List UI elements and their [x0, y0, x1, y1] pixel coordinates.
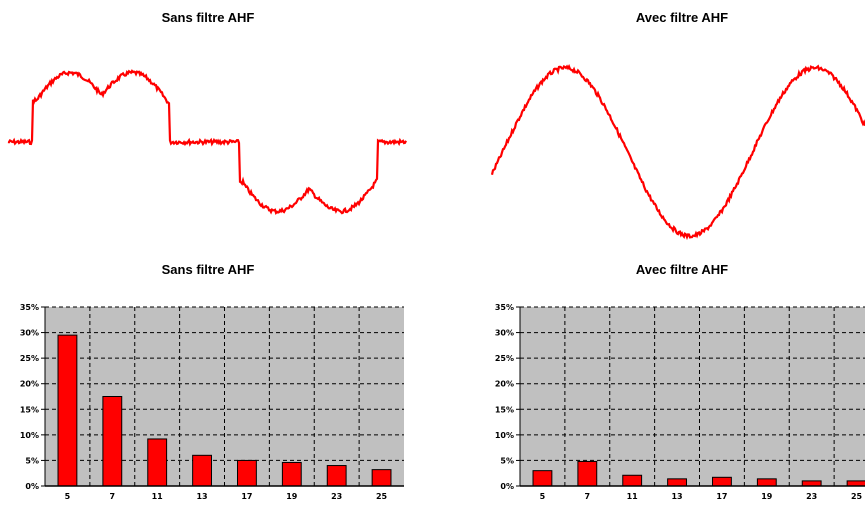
bar-17	[237, 459, 257, 487]
waveform-chart-right	[490, 64, 865, 241]
y-tick-label: 15%	[20, 405, 39, 414]
y-tick-label: 5%	[500, 456, 514, 465]
x-tick-label: 23	[331, 492, 342, 501]
x-tick-label: 17	[716, 492, 727, 501]
x-tick-label: 25	[851, 492, 863, 501]
x-tick-label: 23	[806, 492, 817, 501]
x-tick-label: 19	[286, 492, 298, 501]
y-tick-label: 25%	[495, 354, 514, 363]
y-tick-label: 35%	[20, 303, 39, 312]
x-tick-label: 25	[376, 492, 388, 501]
bar-7	[102, 396, 123, 487]
bar-23	[801, 480, 822, 487]
harmonic-bar-chart-left: 0% 5% 10% 15% 20% 25% 30% 35% 5 7 11 13 17 19 23 25	[20, 303, 404, 501]
x-tick-label: 19	[761, 492, 773, 501]
x-tick-label: 7	[585, 492, 591, 501]
x-tick-label: 7	[110, 492, 116, 501]
y-tick-label: 30%	[495, 329, 514, 338]
y-tick-label: 5%	[25, 456, 39, 465]
waveform-right-line	[490, 64, 865, 241]
bar-5	[57, 334, 78, 487]
y-tick-label: 0%	[25, 482, 39, 491]
x-tick-label: 11	[627, 492, 639, 501]
harmonic-bar-chart-right: 0% 5% 10% 15% 20% 25% 30% 35% 5 7 11 13 17 19 23 25	[495, 303, 865, 501]
y-tick-label: 0%	[500, 482, 514, 491]
bar-17	[712, 476, 732, 487]
bar-11	[622, 474, 643, 487]
waveform-chart-left	[7, 69, 407, 216]
bar-13	[192, 454, 212, 487]
bar-19	[756, 478, 777, 487]
bar-5	[532, 470, 553, 487]
y-tick-label: 20%	[20, 380, 39, 389]
x-tick-label: 5	[540, 492, 546, 501]
title-bars-left: Sans filtre AHF	[161, 262, 255, 277]
plot-area	[45, 307, 404, 486]
y-tick-label: 10%	[20, 431, 39, 440]
x-tick-label: 11	[152, 492, 164, 501]
x-tick-label: 5	[65, 492, 71, 501]
bar-13	[667, 478, 687, 487]
y-tick-label: 10%	[495, 431, 514, 440]
title-wave-left: Sans filtre AHF	[161, 10, 255, 25]
bar-7	[577, 460, 598, 487]
bar-25	[371, 469, 392, 487]
bar-11	[147, 438, 168, 487]
bar-23	[326, 465, 347, 487]
title-wave-right: Avec filtre AHF	[635, 10, 729, 25]
x-tick-label: 17	[241, 492, 252, 501]
y-tick-label: 25%	[20, 354, 39, 363]
x-tick-label: 13	[671, 492, 682, 501]
y-tick-label: 30%	[20, 329, 39, 338]
bar-25	[846, 480, 865, 487]
y-tick-label: 35%	[495, 303, 514, 312]
bar-19	[281, 461, 302, 487]
waveform-left-line	[7, 69, 407, 216]
y-tick-label: 20%	[495, 380, 514, 389]
y-tick-label: 15%	[495, 405, 514, 414]
x-tick-label: 13	[196, 492, 207, 501]
title-bars-right: Avec filtre AHF	[635, 262, 729, 277]
plot-area	[520, 307, 865, 486]
